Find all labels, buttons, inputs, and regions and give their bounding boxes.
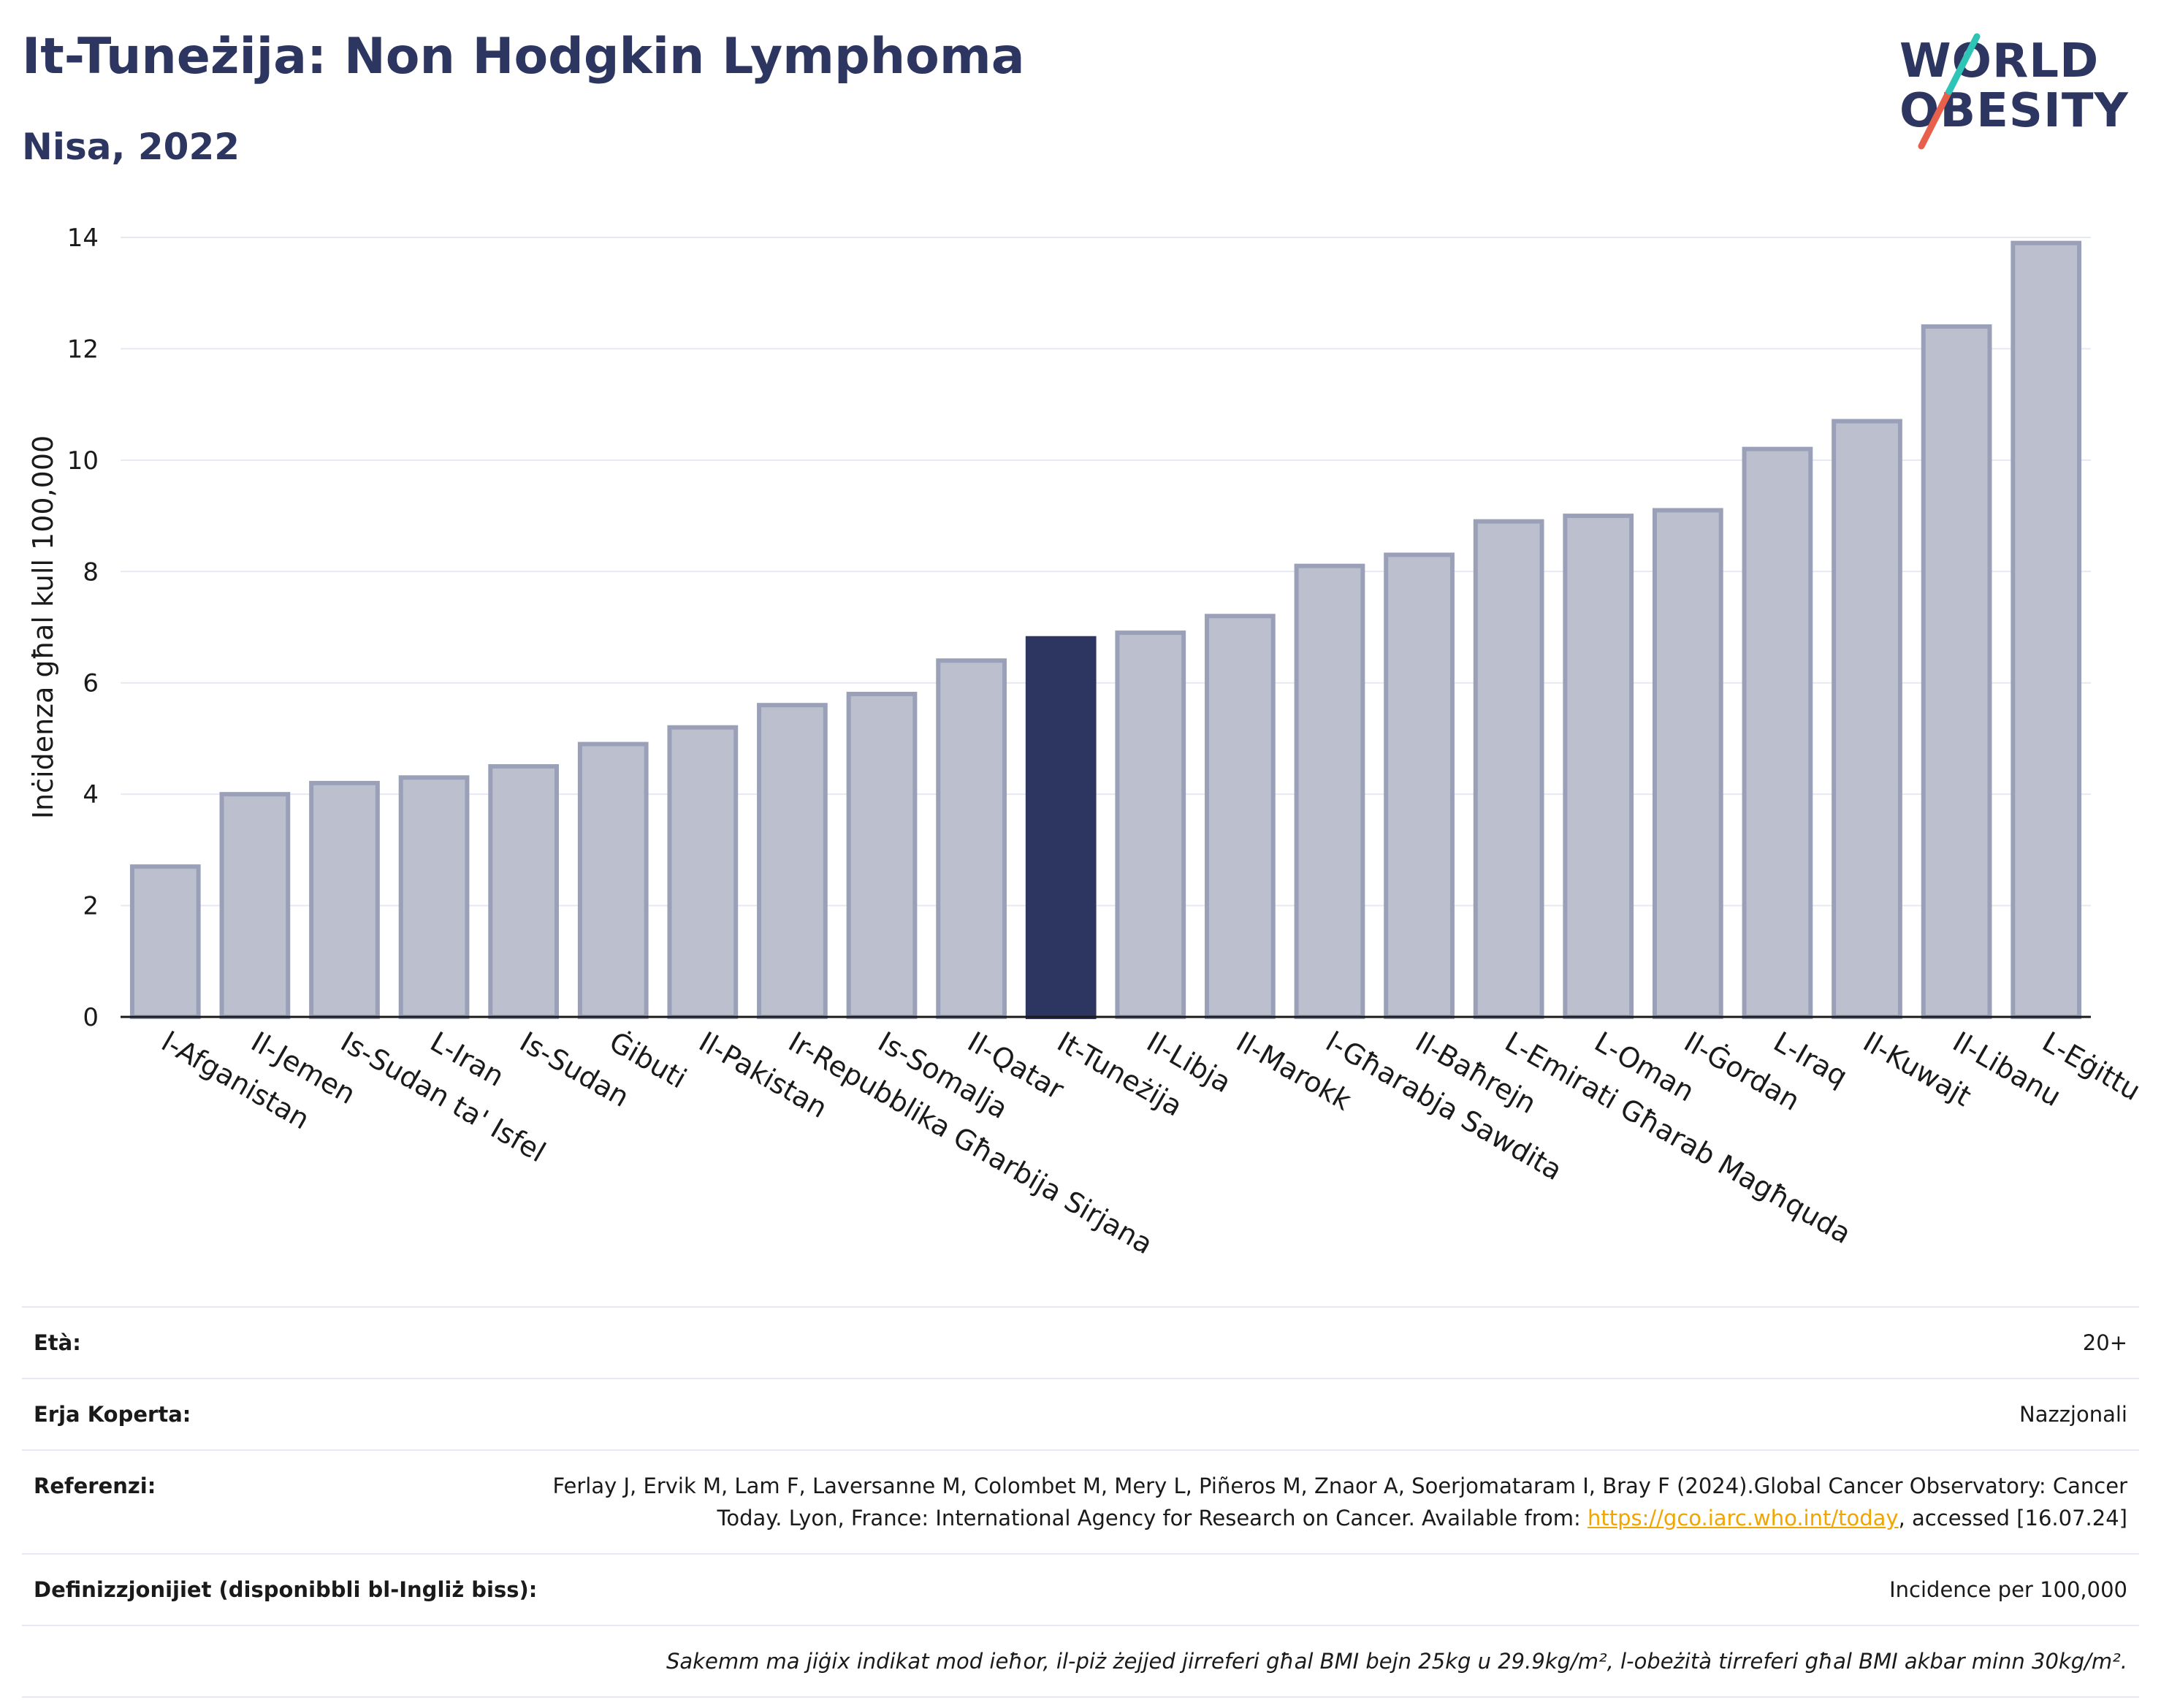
bar — [1921, 324, 1992, 1019]
bar — [2011, 240, 2082, 1019]
reference-text: Ferlay J, Ervik M, Lam F, Laversanne M, … — [552, 1473, 2127, 1530]
logo-text-world: WORLD — [1899, 34, 2100, 88]
y-tick-label: 10 — [67, 446, 99, 476]
bar — [129, 864, 201, 1019]
chart-subtitle: Nisa, 2022 — [22, 126, 240, 168]
reference-link[interactable]: https://gco.iarc.who.int/today — [1587, 1506, 1899, 1530]
bar — [577, 741, 649, 1019]
bar — [667, 725, 739, 1020]
chart-title: It-Tuneżija: Non Hodgkin Lymphoma — [22, 28, 1025, 85]
info-row-references: Referenzi: Ferlay J, Ervik M, Lam F, Lav… — [22, 1449, 2139, 1553]
bar — [398, 775, 470, 1019]
bar — [309, 780, 380, 1020]
bar — [219, 792, 291, 1020]
info-table: Età: 20+ Erja Koperta: Nazzjonali Refere… — [22, 1306, 2139, 1698]
bar — [1294, 563, 1365, 1019]
info-label: Referenzi: — [34, 1473, 156, 1498]
info-row-note: Sakemm ma jiġix indikat mod ieħor, il-pi… — [22, 1625, 2139, 1698]
y-tick-label: 14 — [67, 224, 99, 253]
info-label: Età: — [34, 1330, 81, 1355]
bar — [1652, 508, 1723, 1019]
y-tick-label: 2 — [83, 892, 99, 921]
info-row-age: Età: 20+ — [22, 1306, 2139, 1378]
bar — [1205, 614, 1276, 1019]
bar — [1384, 552, 1455, 1019]
y-tick-label: 6 — [83, 669, 99, 698]
bar — [1832, 419, 1902, 1019]
info-label: Definizzjonijiet (disponibbli bl-Ingliż … — [34, 1577, 538, 1602]
info-value: Incidence per 100,000 — [1889, 1577, 2127, 1602]
bar — [1115, 630, 1186, 1019]
bar — [936, 658, 1007, 1019]
bar — [1025, 636, 1097, 1019]
y-tick-label: 0 — [83, 1003, 99, 1032]
bar — [488, 764, 560, 1019]
info-row-area: Erja Koperta: Nazzjonali — [22, 1378, 2139, 1449]
info-row-definitions: Definizzjonijiet (disponibbli bl-Ingliż … — [22, 1553, 2139, 1625]
bar — [1473, 519, 1544, 1019]
info-label: Erja Koperta: — [34, 1402, 191, 1427]
info-value: Ferlay J, Ervik M, Lam F, Laversanne M, … — [535, 1470, 2127, 1534]
info-value: Nazzjonali — [2019, 1402, 2127, 1427]
bar — [846, 691, 918, 1019]
reference-text-end: , accessed [16.07.24] — [1898, 1506, 2127, 1530]
bar — [1563, 514, 1634, 1020]
y-tick-label: 12 — [67, 335, 99, 364]
info-value: 20+ — [2082, 1330, 2127, 1355]
footnote: Sakemm ma jiġix indikat mod ieħor, il-pi… — [666, 1649, 2127, 1674]
bar — [1742, 446, 1813, 1020]
y-tick-label: 8 — [83, 557, 99, 587]
bar — [757, 703, 828, 1019]
logo-slash-icon — [1918, 33, 1981, 150]
y-axis-label: Inċidenza għal kull 100,000 — [27, 435, 59, 819]
world-obesity-logo: WORLD OBESITY — [1899, 22, 2148, 153]
y-tick-label: 4 — [83, 780, 99, 809]
